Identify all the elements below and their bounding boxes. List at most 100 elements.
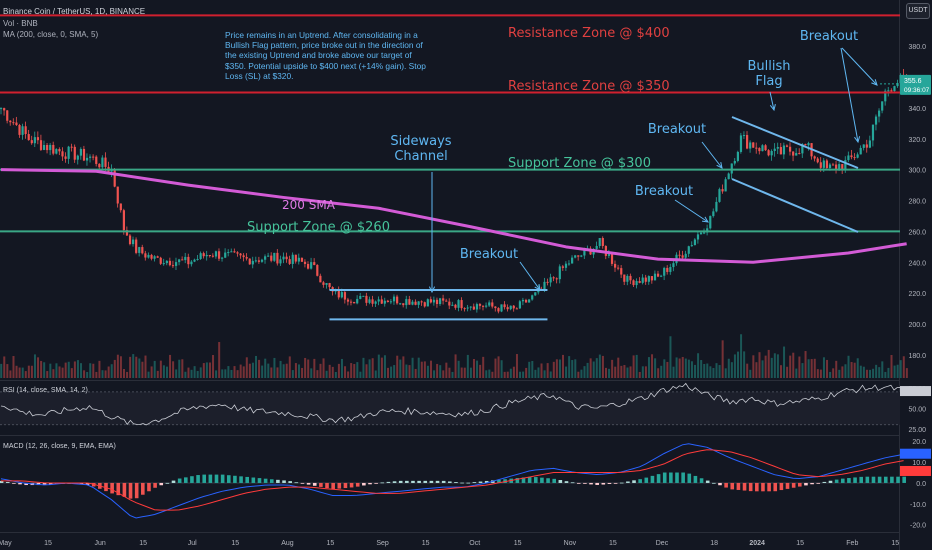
candle-body: [12, 122, 15, 124]
candle-body: [865, 144, 868, 148]
volume-bar: [890, 354, 893, 378]
volume-bar: [107, 366, 110, 378]
volume-bar: [712, 367, 715, 378]
macd-histogram-bar: [613, 482, 618, 484]
macd-histogram-bar: [392, 481, 397, 483]
candle-body: [635, 281, 638, 286]
candle-body: [162, 263, 165, 265]
volume-bar: [141, 361, 144, 378]
time-tick-label: 15: [44, 540, 52, 547]
candle-body: [580, 255, 583, 257]
volume-bar: [291, 370, 294, 378]
volume-bar: [273, 357, 276, 378]
macd-histogram-bar: [134, 482, 139, 499]
price-tick-label: 280.0: [908, 199, 926, 206]
candle-body: [236, 252, 239, 254]
macd-histogram-bar: [546, 478, 550, 483]
candle-body: [614, 263, 617, 268]
volume-bar: [826, 359, 829, 378]
volume-bar: [899, 360, 902, 378]
candle-body: [693, 239, 697, 246]
candle-body: [196, 258, 199, 260]
volume-bar: [528, 361, 531, 378]
candle-body: [392, 296, 396, 302]
volume-bar: [847, 355, 850, 378]
volume-bar: [789, 355, 792, 378]
macd-histogram-bar: [141, 482, 145, 495]
candle-body: [300, 257, 304, 262]
currency-button[interactable]: USDT: [906, 3, 930, 19]
candle-body: [561, 266, 565, 268]
annotation-arrowhead: [716, 162, 723, 169]
time-tick-label: May: [0, 540, 12, 547]
sideways-channel-label: Sideways: [390, 134, 451, 149]
macd-histogram-bar: [251, 477, 256, 483]
volume-bar: [184, 371, 187, 378]
volume-bar: [3, 356, 6, 378]
volume-bar: [331, 366, 334, 378]
candle-body: [386, 300, 390, 302]
volume-bar: [61, 367, 64, 378]
candle-body: [629, 275, 632, 281]
macd-histogram-bar: [705, 480, 710, 483]
macd-histogram-bar: [472, 482, 477, 483]
volume-bar: [586, 362, 589, 378]
volume-bar: [862, 366, 865, 378]
macd-histogram-bar: [816, 482, 821, 484]
macd-histogram-bar: [564, 481, 569, 483]
candle-body: [193, 259, 196, 262]
volume-bar: [865, 369, 868, 378]
volume-bar: [577, 371, 580, 378]
macd-histogram-bar: [110, 482, 114, 494]
candle-body: [104, 157, 107, 167]
candle-body: [534, 292, 537, 296]
annotation-arrow: [519, 261, 541, 291]
macd-histogram-bar: [527, 476, 532, 483]
macd-histogram-bar: [552, 478, 556, 483]
macd-histogram-bar: [877, 476, 882, 483]
volume-bar: [414, 368, 417, 378]
candle-body: [733, 160, 736, 164]
candle-body: [153, 256, 156, 259]
volume-bar: [476, 360, 479, 378]
volume-bar: [165, 366, 168, 378]
candle-body: [684, 253, 687, 258]
macd-histogram-bar: [48, 482, 53, 485]
candle-body: [27, 134, 30, 141]
volume-bar: [49, 363, 52, 378]
macd-histogram-bar: [282, 480, 286, 483]
candle-body: [365, 295, 368, 303]
candle-body: [816, 158, 819, 163]
macd-histogram-bar: [288, 481, 292, 483]
candle-body: [577, 255, 580, 257]
candle-body: [217, 251, 221, 259]
price-tick-label: 320.0: [908, 137, 926, 144]
macd-histogram-bar: [712, 482, 716, 484]
macd-histogram-bar: [0, 480, 4, 483]
ma-label: MA (200, close, 0, SMA, 5): [3, 30, 99, 39]
candle-body: [9, 120, 12, 123]
macd-histogram-bar: [558, 480, 563, 483]
macd-histogram-bar: [619, 482, 624, 484]
volume-bar: [172, 361, 175, 378]
volume-bar: [804, 351, 807, 378]
macd-histogram-bar: [521, 477, 526, 483]
candle-body: [721, 189, 724, 192]
flag-upper: [731, 116, 859, 169]
macd-histogram-bar: [343, 482, 348, 489]
volume-bar: [270, 367, 273, 378]
volume-bar: [684, 358, 687, 378]
volume-bar: [457, 360, 460, 378]
time-tick-label: 15: [891, 540, 899, 547]
volume-bar: [322, 358, 325, 378]
volume-bar: [773, 353, 776, 378]
macd-histogram-bar: [656, 474, 661, 483]
volume-bar: [491, 371, 494, 378]
candle-body: [141, 247, 144, 254]
macd-histogram-bar: [147, 482, 151, 492]
volume-bar: [33, 354, 36, 378]
volume-bar: [506, 371, 509, 378]
volume-bar: [153, 360, 156, 378]
candle-body: [644, 277, 647, 282]
volume-bar: [727, 358, 730, 378]
